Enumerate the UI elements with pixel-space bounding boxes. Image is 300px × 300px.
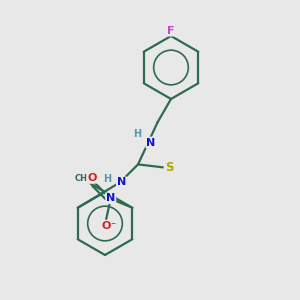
Text: S: S (165, 161, 173, 174)
Text: O: O (101, 221, 111, 231)
Text: F: F (167, 26, 175, 36)
Text: H: H (103, 174, 112, 184)
Text: ⁻: ⁻ (110, 221, 115, 231)
Text: O: O (87, 173, 97, 183)
Text: N: N (146, 137, 155, 148)
Text: N: N (106, 193, 115, 203)
Text: H: H (133, 129, 141, 140)
Text: CH₃: CH₃ (74, 174, 91, 183)
Text: N: N (117, 177, 126, 188)
